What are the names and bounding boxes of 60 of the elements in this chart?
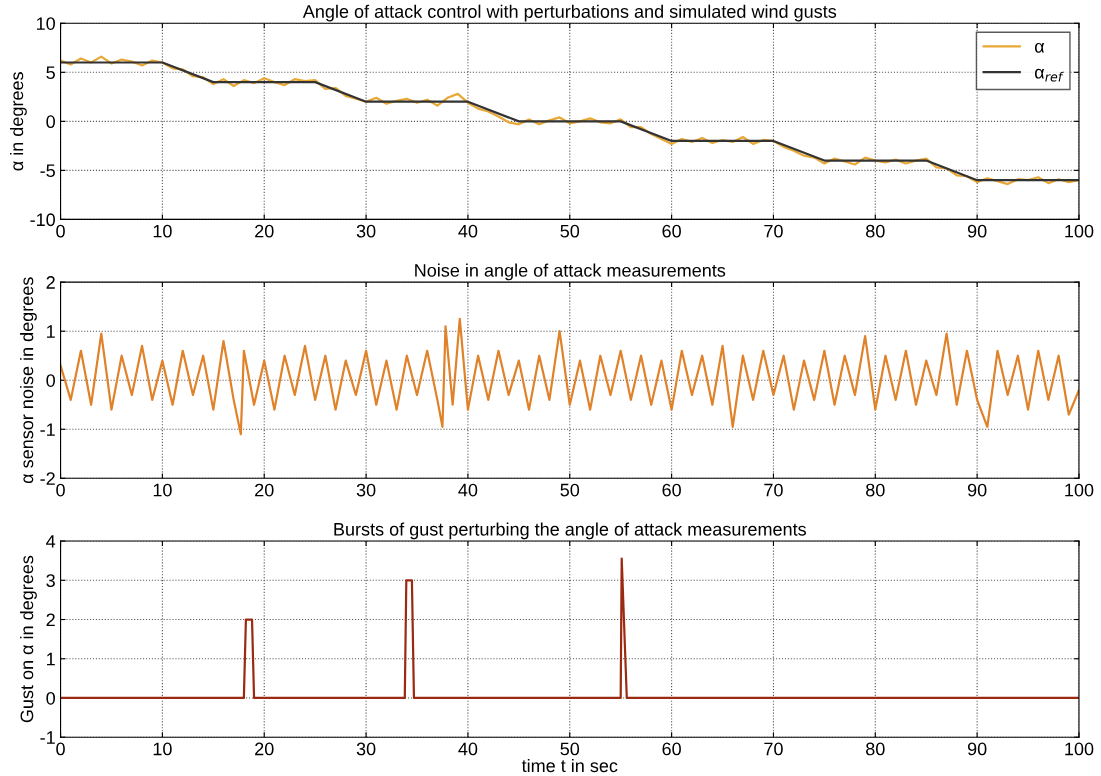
x-tick-label: 40 (458, 224, 478, 238)
x-tick-label: 70 (764, 742, 783, 756)
x-tick-label: 50 (560, 224, 580, 238)
x-tick-label: 90 (967, 742, 987, 756)
x-tick-label: 80 (866, 224, 885, 238)
y-axis-title: α in degrees (9, 72, 27, 171)
y-tick-label: -1 (40, 423, 55, 436)
x-tick-label: 10 (153, 224, 172, 238)
y-tick-label: 0 (46, 374, 55, 387)
x-tick-label: 90 (967, 224, 987, 238)
x-tick-label: 50 (560, 742, 580, 756)
x-tick-label: 80 (866, 483, 885, 497)
line-series (60, 557, 1079, 700)
x-tick-label: 20 (255, 742, 274, 756)
x-tick-label: 20 (255, 224, 274, 238)
x-tick-label: 40 (458, 742, 478, 756)
y-tick-label: 2 (46, 276, 55, 289)
x-tick-label: 0 (56, 224, 65, 238)
x-tick-label: 0 (56, 483, 65, 497)
x-tick-label: 40 (458, 483, 478, 497)
x-tick-label: 0 (56, 742, 65, 756)
y-tick-label: 10 (36, 17, 55, 30)
y-tick-label: -1 (40, 731, 55, 744)
line-series (60, 317, 1079, 436)
y-axis-title: α sensor noise in degrees (20, 277, 37, 484)
x-tick-label: 30 (356, 483, 376, 497)
y-tick-label: -2 (40, 472, 55, 485)
y-tick-label: 5 (46, 66, 55, 80)
x-tick-label: 100 (1065, 742, 1094, 756)
x-tick-label: 90 (967, 483, 987, 497)
x-tick-label: 70 (764, 483, 783, 497)
x-tick-label: 100 (1065, 483, 1094, 497)
x-tick-label: 10 (153, 483, 172, 497)
x-tick-label: 30 (356, 742, 376, 756)
y-tick-label: 1 (47, 652, 55, 666)
x-tick-label: 60 (662, 224, 681, 238)
x-tick-label: 80 (866, 742, 885, 756)
x-tick-label: 30 (356, 224, 376, 238)
x-tick-label: 10 (153, 742, 172, 756)
y-tick-label: 0 (46, 115, 55, 129)
legend-label: α (1034, 42, 1045, 53)
chart-title: Angle of attack control with perturbations and simulated wind gusts (302, 4, 837, 22)
chart-title: Noise in angle of attack measurements (415, 263, 726, 281)
x-tick-label: 20 (255, 483, 274, 497)
y-tick-label: 4 (46, 535, 56, 548)
chart-title: Bursts of gust perturbing the angle of attack measurements (334, 522, 806, 540)
y-tick-label: -5 (40, 164, 55, 178)
y-axis-title: Gust on α in degrees (20, 555, 37, 723)
x-tick-label: 100 (1065, 224, 1094, 238)
x-tick-label: 50 (560, 483, 580, 497)
y-tick-label: 1 (47, 325, 55, 338)
y-tick-label: 2 (46, 613, 55, 627)
y-tick-label: -10 (30, 213, 55, 227)
x-tick-label: 60 (662, 483, 681, 497)
x-axis-title: time t in sec (521, 758, 618, 773)
y-tick-label: 0 (46, 691, 55, 705)
y-tick-label: 3 (46, 574, 55, 588)
legend-label: α$_{ref}$ (1034, 68, 1064, 82)
x-tick-label: 60 (662, 742, 681, 756)
x-tick-label: 70 (764, 224, 783, 238)
